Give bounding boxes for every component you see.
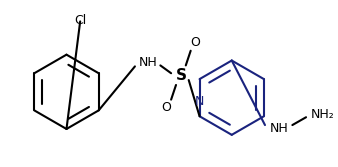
Text: Cl: Cl [74,14,86,27]
Text: NH: NH [139,56,158,69]
Text: N: N [195,95,204,108]
Text: NH: NH [269,122,288,135]
Text: O: O [161,101,171,114]
Text: S: S [175,68,186,83]
Text: O: O [191,36,200,49]
Text: NH₂: NH₂ [311,108,335,121]
